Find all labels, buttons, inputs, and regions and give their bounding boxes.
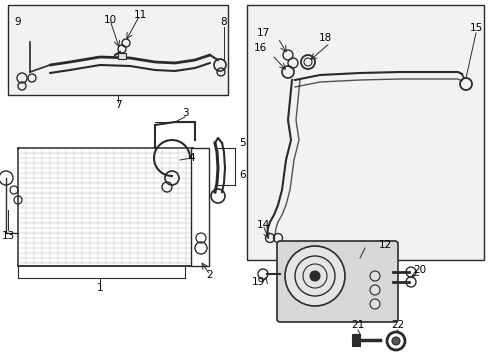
Bar (246, 5, 483, 260)
Bar (351, 334, 359, 346)
Text: 2: 2 (206, 270, 213, 280)
Text: 19: 19 (251, 277, 264, 287)
Circle shape (285, 246, 345, 306)
Text: 16: 16 (253, 43, 266, 53)
Text: 21: 21 (351, 320, 364, 330)
Text: 5: 5 (239, 138, 246, 148)
Text: 10: 10 (103, 15, 116, 25)
Text: 6: 6 (239, 170, 246, 180)
Bar (118, 53, 126, 59)
Text: 13: 13 (1, 231, 15, 241)
Bar (18, 148, 193, 266)
Circle shape (369, 285, 379, 295)
Text: 11: 11 (133, 10, 146, 20)
Bar (191, 148, 208, 266)
Circle shape (369, 271, 379, 281)
Circle shape (391, 337, 399, 345)
Text: 4: 4 (188, 153, 195, 163)
Text: 18: 18 (318, 33, 331, 43)
Text: 8: 8 (220, 17, 227, 27)
Text: 3: 3 (182, 108, 188, 118)
Circle shape (309, 271, 319, 281)
FancyBboxPatch shape (276, 241, 397, 322)
Text: 9: 9 (15, 17, 21, 27)
Text: 14: 14 (256, 220, 269, 230)
Circle shape (369, 299, 379, 309)
Text: 1: 1 (97, 283, 103, 293)
Text: 22: 22 (390, 320, 404, 330)
Text: 17: 17 (256, 28, 269, 38)
Text: 12: 12 (378, 240, 391, 250)
Bar (8, 5, 227, 95)
Text: 15: 15 (468, 23, 482, 33)
Text: 7: 7 (115, 100, 121, 110)
Text: 20: 20 (412, 265, 426, 275)
